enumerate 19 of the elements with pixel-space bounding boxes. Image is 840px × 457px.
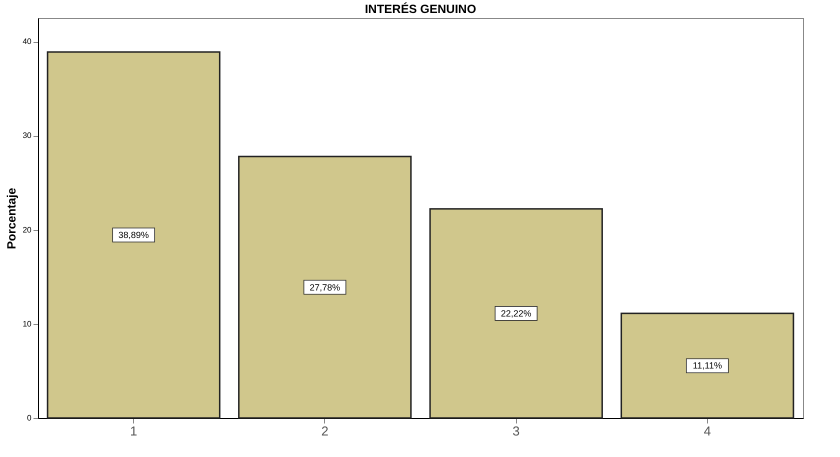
bar (429, 208, 603, 419)
x-tick-label: 2 (321, 424, 328, 438)
x-tick-label: 1 (130, 424, 138, 438)
y-tick-label: 10 (22, 319, 32, 328)
data-label: 22,22% (500, 308, 532, 318)
bar (238, 156, 412, 419)
y-tick-label: 20 (22, 225, 32, 234)
data-label: 11,11% (692, 360, 722, 371)
y-tick-label: 0 (27, 414, 32, 422)
bar (46, 51, 220, 419)
data-label: 38,89% (118, 230, 149, 240)
x-tick-label: 4 (704, 424, 711, 438)
y-tick-label: 40 (22, 37, 32, 46)
data-label: 27,78% (310, 282, 340, 292)
x-tick-label: 3 (512, 424, 520, 438)
y-axis-title: Porcentaje (4, 187, 19, 250)
chart-title: INTERÉS GENUINO (364, 2, 476, 16)
y-tick-label: 30 (22, 131, 32, 140)
bar (620, 312, 794, 419)
